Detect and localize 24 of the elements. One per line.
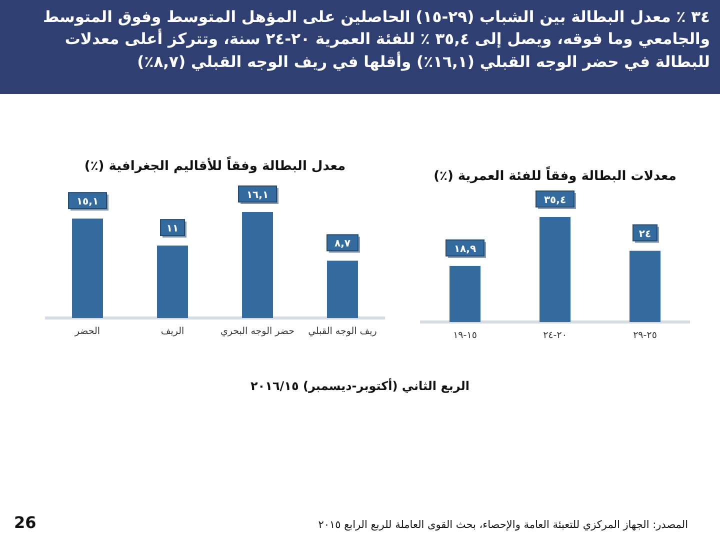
x-tick-label: ريف الوجه القبلي <box>308 326 378 337</box>
x-tick-label: الريف <box>160 326 184 337</box>
data-label: ١٨,٩ <box>454 244 476 255</box>
data-label: ٣٥,٤ <box>544 195 566 206</box>
data-label: ١٦,١ <box>246 190 269 201</box>
x-tick-label: ٢٥-٢٩ <box>633 330 657 341</box>
text: المصدر: الجهاز المركزي للتعبئة العامة والإحصاء، بحث القوى العاملة للربع الرابع ٢٠١٥ <box>318 519 688 531</box>
chart-title: معدل البطالة وفقاً للأقاليم الجغرافية (٪) <box>84 156 346 174</box>
x-tick-label: ٢٠-٢٤ <box>543 330 567 341</box>
x-tick-label: ١٥-١٩ <box>453 330 477 341</box>
x-tick-label: حضر الوجه البحري <box>220 326 295 337</box>
text: 26 <box>14 513 36 532</box>
text: الربع الثاني (أكتوبر-ديسمبر) ٢٠١٦/١٥ <box>250 378 470 393</box>
data-label: ١١ <box>166 224 179 235</box>
data-label: ٨,٧ <box>334 238 351 250</box>
data-label: ١٥,١ <box>76 196 99 208</box>
bar <box>157 246 188 318</box>
text: ٣٤ ٪ معدل البطالة بين الشباب (٢٩-١٥) الحاصلين على المؤهل المتوسط وفوق المتوسط والجامعي وما فوقه، ويصل إلى ٣٥,٤ ٪ للفئة العمرية ٢٠-٢٤ سنة، وتتركز أعلى معدلات للبطالة في حضر الوجه القبلي (١٦,١٪) وأقلها في ريف الوجه القبلي (٨,٧٪) <box>0 0 720 94</box>
bar <box>327 260 358 318</box>
bar <box>72 218 103 318</box>
data-label: ٢٤ <box>638 228 652 240</box>
bar <box>242 212 273 318</box>
chart-title: معدلات البطالة وفقاً للفئة العمرية (٪) <box>434 166 676 184</box>
x-tick-label: الحضر <box>74 326 100 337</box>
